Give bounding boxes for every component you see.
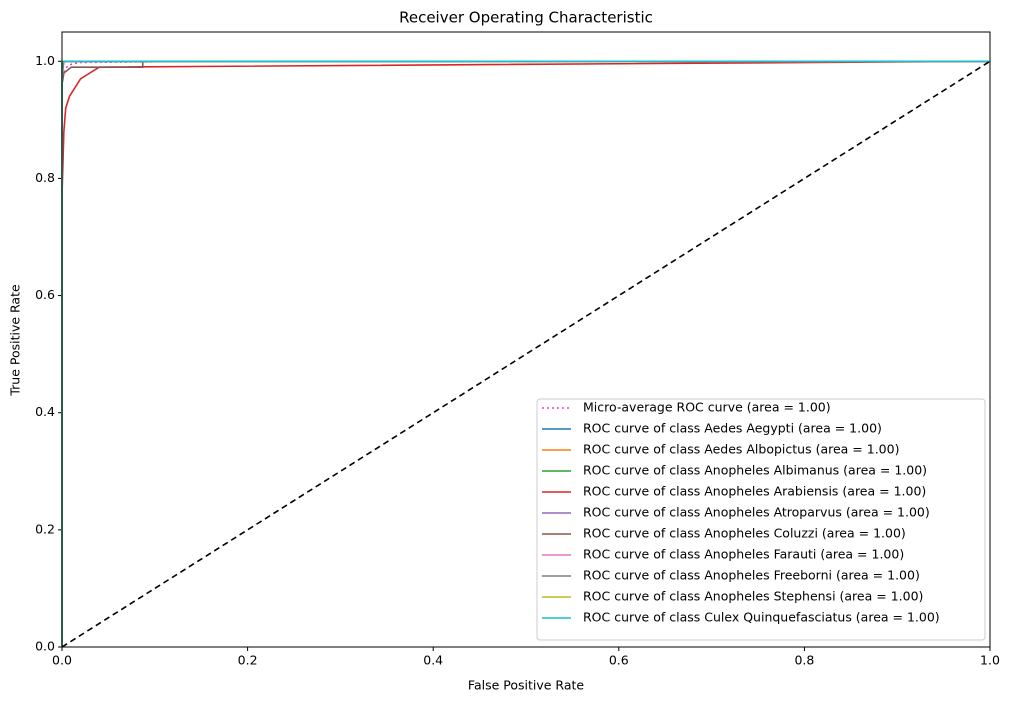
- legend-label: ROC curve of class Anopheles Arabiensis …: [583, 484, 926, 499]
- y-tick-label: 0.6: [35, 287, 55, 302]
- y-tick-label: 1.0: [35, 53, 55, 68]
- legend-label: ROC curve of class Anopheles Albimanus (…: [583, 463, 927, 478]
- x-tick-label: 0.0: [52, 653, 72, 668]
- y-tick-label: 0.8: [35, 170, 55, 185]
- chance-line: [61, 60, 991, 648]
- legend-label: ROC curve of class Anopheles Coluzzi (ar…: [583, 526, 906, 541]
- roc-curve: [61, 60, 991, 647]
- x-tick-label: 0.6: [609, 653, 629, 668]
- legend-label: ROC curve of class Aedes Aegypti (area =…: [583, 421, 882, 436]
- y-tick-label: 0.2: [35, 521, 55, 536]
- legend-label: Micro-average ROC curve (area = 1.00): [583, 400, 831, 415]
- chart-title: Receiver Operating Characteristic: [399, 9, 653, 27]
- legend-label: ROC curve of class Anopheles Stephensi (…: [583, 589, 923, 604]
- legend-label: ROC curve of class Culex Quinquefasciatu…: [583, 610, 940, 625]
- y-axis-label: True Positive Rate: [8, 284, 23, 397]
- x-tick-label: 1.0: [980, 653, 1000, 668]
- x-tick-label: 0.4: [423, 653, 443, 668]
- legend-label: ROC curve of class Anopheles Freeborni (…: [583, 568, 920, 583]
- x-tick-label: 0.8: [794, 653, 814, 668]
- legend-box: [536, 398, 986, 641]
- x-axis-label: False Positive Rate: [468, 678, 584, 693]
- legend-label: ROC curve of class Anopheles Atroparvus …: [583, 505, 930, 520]
- y-tick-label: 0.0: [35, 639, 55, 654]
- y-tick-label: 0.4: [35, 404, 55, 419]
- legend-label: ROC curve of class Anopheles Farauti (ar…: [583, 547, 904, 562]
- legend: Micro-average ROC curve (area = 1.00) ROC…: [536, 398, 986, 641]
- plot-frame: [61, 31, 991, 648]
- x-tick-label: 0.2: [238, 653, 258, 668]
- legend-label: ROC curve of class Aedes Albopictus (are…: [583, 442, 899, 457]
